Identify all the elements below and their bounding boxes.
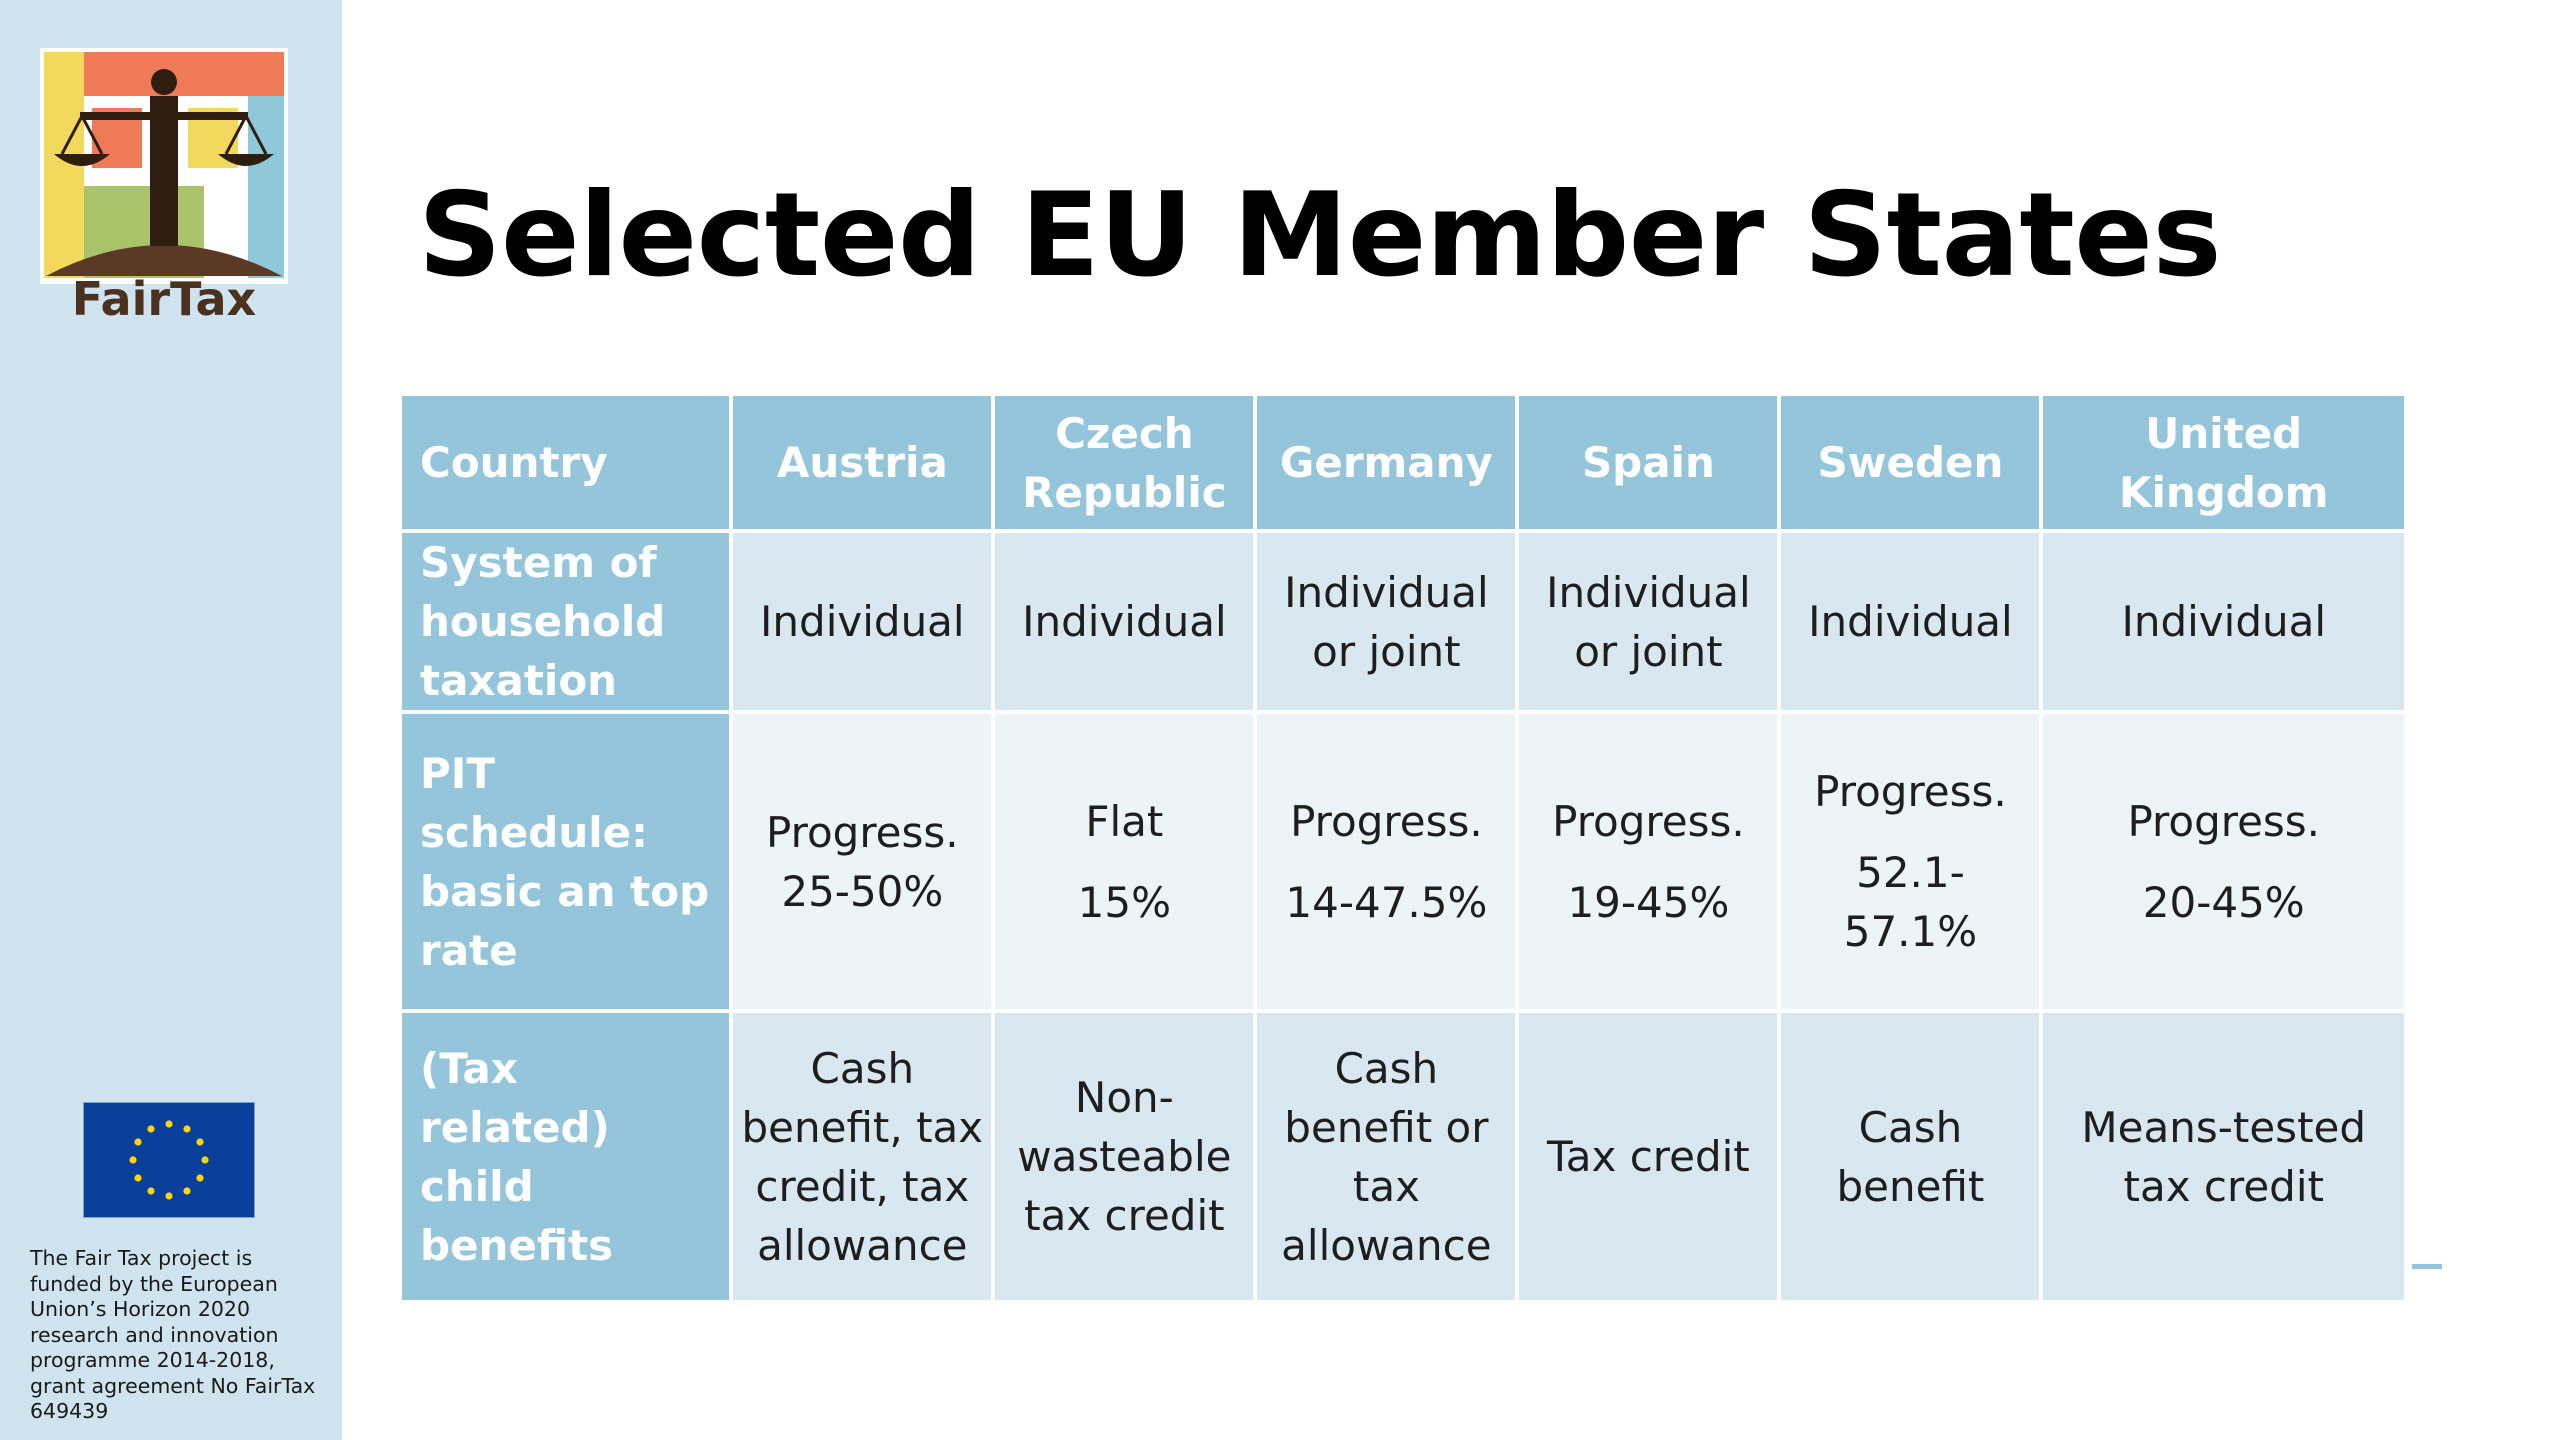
rate-gap: [1003, 851, 1245, 873]
table-row: PIT schedule: basic an top rate Progress…: [402, 714, 2404, 1009]
rate-range: 15%: [1077, 877, 1172, 927]
table-cell: Tax credit: [1519, 1013, 1778, 1300]
table-cell: Individual: [1781, 533, 2040, 710]
header-country: Sweden: [1781, 396, 2040, 529]
sidebar: FairTax The Fair Tax project is funded b…: [0, 0, 342, 1440]
header-country-label: Country: [402, 396, 730, 529]
table-cell: Flat 15%: [995, 714, 1254, 1009]
row-label: PIT schedule: basic an top rate: [402, 714, 730, 1009]
table-header-row: Country Austria Czech Republic Germany S…: [402, 396, 2404, 529]
rate-range: 52.1-57.1%: [1843, 848, 1978, 956]
table-cell: Individual: [995, 533, 1254, 710]
table-cell: Cash benefit, tax credit, tax allowance: [733, 1013, 992, 1300]
eu-flag-icon: [83, 1102, 255, 1218]
fairtax-logo: [40, 48, 288, 284]
table-row: (Tax related) child benefits Cash benefi…: [402, 1013, 2404, 1300]
rate-range: 14-47.5%: [1285, 877, 1488, 927]
slide-title: Selected EU Member States: [418, 168, 2222, 303]
comparison-table: Country Austria Czech Republic Germany S…: [398, 392, 2408, 1304]
rate-gap: [1789, 821, 2031, 843]
rate-type: Progress.: [1814, 767, 2007, 816]
table-cell: Cash benefit or tax allowance: [1257, 1013, 1516, 1300]
row-label: (Tax related) child benefits: [402, 1013, 730, 1300]
table-cell: Progress. 14-47.5%: [1257, 714, 1516, 1009]
header-country: Germany: [1257, 396, 1516, 529]
rate-range: 20-45%: [2142, 877, 2305, 927]
logo-text: FairTax: [71, 272, 257, 326]
rate-gap: [1527, 851, 1769, 873]
header-country: United Kingdom: [2043, 396, 2404, 529]
table-row: System of household taxation Individual …: [402, 533, 2404, 710]
accent-dash: [2412, 1264, 2442, 1269]
header-country: Austria: [733, 396, 992, 529]
rate-type: Progress.: [1290, 796, 1483, 846]
rate-range: 19-45%: [1567, 877, 1730, 927]
header-country: Czech Republic: [995, 396, 1254, 529]
rate-type: Progress.: [1552, 796, 1745, 846]
rate-type: Flat: [1085, 796, 1164, 846]
rate-gap: [2051, 851, 2396, 873]
row-label: System of household taxation: [402, 533, 730, 710]
table-cell: Individual or joint: [1519, 533, 1778, 710]
rate-type: Progress.: [2127, 796, 2321, 846]
table-cell: Individual: [2043, 533, 2404, 710]
table-cell: Individual: [733, 533, 992, 710]
table-cell: Progress. 20-45%: [2043, 714, 2404, 1009]
table-cell: Non-wasteable tax credit: [995, 1013, 1254, 1300]
table-cell: Progress. 19-45%: [1519, 714, 1778, 1009]
table-cell: Means-tested tax credit: [2043, 1013, 2404, 1300]
header-country: Spain: [1519, 396, 1778, 529]
table-cell: Progress. 25-50%: [733, 714, 992, 1009]
table-cell: Cash benefit: [1781, 1013, 2040, 1300]
rate-gap: [1265, 851, 1507, 873]
table-cell: Individual or joint: [1257, 533, 1516, 710]
funding-notice: The Fair Tax project is funded by the Eu…: [30, 1246, 316, 1423]
table-cell: Progress. 52.1-57.1%: [1781, 714, 2040, 1009]
